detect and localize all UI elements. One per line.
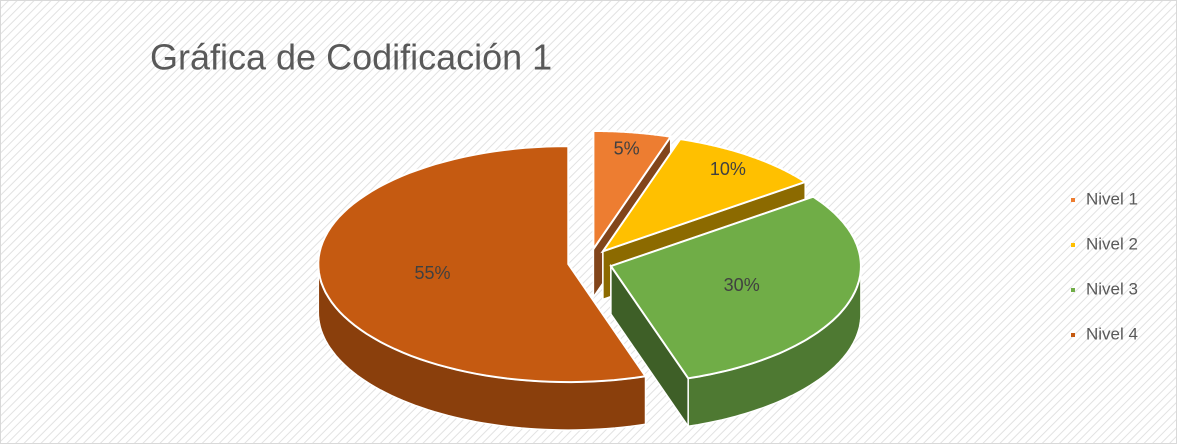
pie-slice [317, 145, 648, 384]
legend-label: Nivel 1 [1086, 189, 1138, 208]
legend-swatch [1071, 288, 1075, 292]
data-label: 5% [614, 139, 640, 159]
pie-slice [592, 130, 673, 253]
legend-swatch [1071, 333, 1075, 337]
data-label: 30% [724, 275, 760, 295]
pie-slice [609, 195, 862, 380]
legend-swatch [1071, 243, 1075, 247]
legend-label: Nivel 3 [1086, 279, 1138, 298]
legend-label: Nivel 2 [1086, 234, 1138, 253]
data-label: 55% [414, 263, 450, 283]
legend-label: Nivel 4 [1086, 324, 1138, 343]
data-label: 10% [710, 159, 746, 179]
chart-title: Gráfica de Codificación 1 [150, 37, 552, 78]
pie-slice [600, 138, 808, 254]
legend-swatch [1071, 198, 1075, 202]
